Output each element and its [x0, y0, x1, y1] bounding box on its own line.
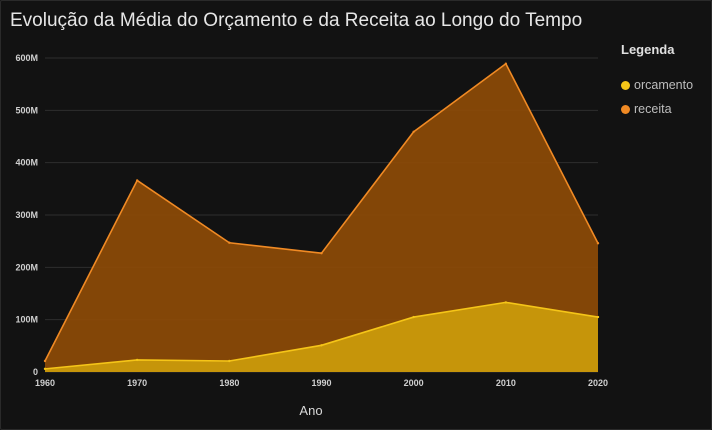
y-tick-label: 100M [15, 315, 38, 325]
x-axis-ticks: 1960 1970 1980 1990 2000 2010 2020 [35, 378, 608, 388]
x-tick-label: 2020 [588, 378, 608, 388]
point-receita-1990[interactable] [320, 252, 323, 255]
point-orcamento-1960[interactable] [43, 367, 47, 371]
y-tick-label: 600M [15, 53, 38, 63]
point-orcamento-2020[interactable] [596, 315, 600, 319]
legend-item-orcamento[interactable]: orcamento [621, 73, 693, 97]
x-tick-label: 1990 [311, 378, 331, 388]
point-receita-1960[interactable] [43, 359, 47, 363]
x-axis-label: Ano [299, 403, 322, 418]
chart-title: Evolução da Média do Orçamento e da Rece… [10, 10, 583, 31]
area-receita [45, 63, 598, 373]
point-orcamento-2000[interactable] [412, 315, 415, 319]
x-tick-label: 1960 [35, 378, 55, 388]
x-tick-label: 2010 [496, 378, 516, 388]
y-tick-label: 400M [15, 158, 38, 168]
point-receita-1980[interactable] [228, 241, 231, 244]
x-tick-label: 1980 [219, 378, 239, 388]
point-receita-2020[interactable] [596, 242, 600, 245]
legend-swatch-orcamento [621, 80, 630, 90]
area-orcamento [45, 302, 598, 372]
point-orcamento-1980[interactable] [228, 359, 231, 363]
legend-label-receita: receita [634, 102, 672, 116]
point-orcamento-2010[interactable] [504, 301, 508, 304]
y-tick-label: 500M [15, 105, 38, 115]
x-tick-label: 2000 [404, 378, 424, 388]
y-axis-ticks: 0 100M 200M 300M 400M 500M 600M [15, 53, 38, 377]
legend-item-receita[interactable]: receita [621, 97, 693, 121]
y-tick-label: 300M [15, 210, 38, 220]
y-tick-label: 200M [15, 262, 38, 272]
point-orcamento-1990[interactable] [320, 344, 323, 347]
legend-swatch-receita [621, 104, 630, 114]
series-lines [43, 62, 600, 371]
point-receita-2000[interactable] [412, 130, 415, 133]
y-tick-label: 0 [33, 367, 38, 377]
legend: Legenda orcamento receita [621, 42, 693, 121]
legend-title: Legenda [621, 42, 675, 57]
point-receita-1970[interactable] [135, 179, 139, 182]
series-areas [45, 63, 598, 373]
point-orcamento-1970[interactable] [135, 358, 139, 362]
legend-label-orcamento: orcamento [634, 78, 694, 92]
x-tick-label: 1970 [127, 378, 147, 388]
point-receita-2010[interactable] [504, 62, 508, 65]
